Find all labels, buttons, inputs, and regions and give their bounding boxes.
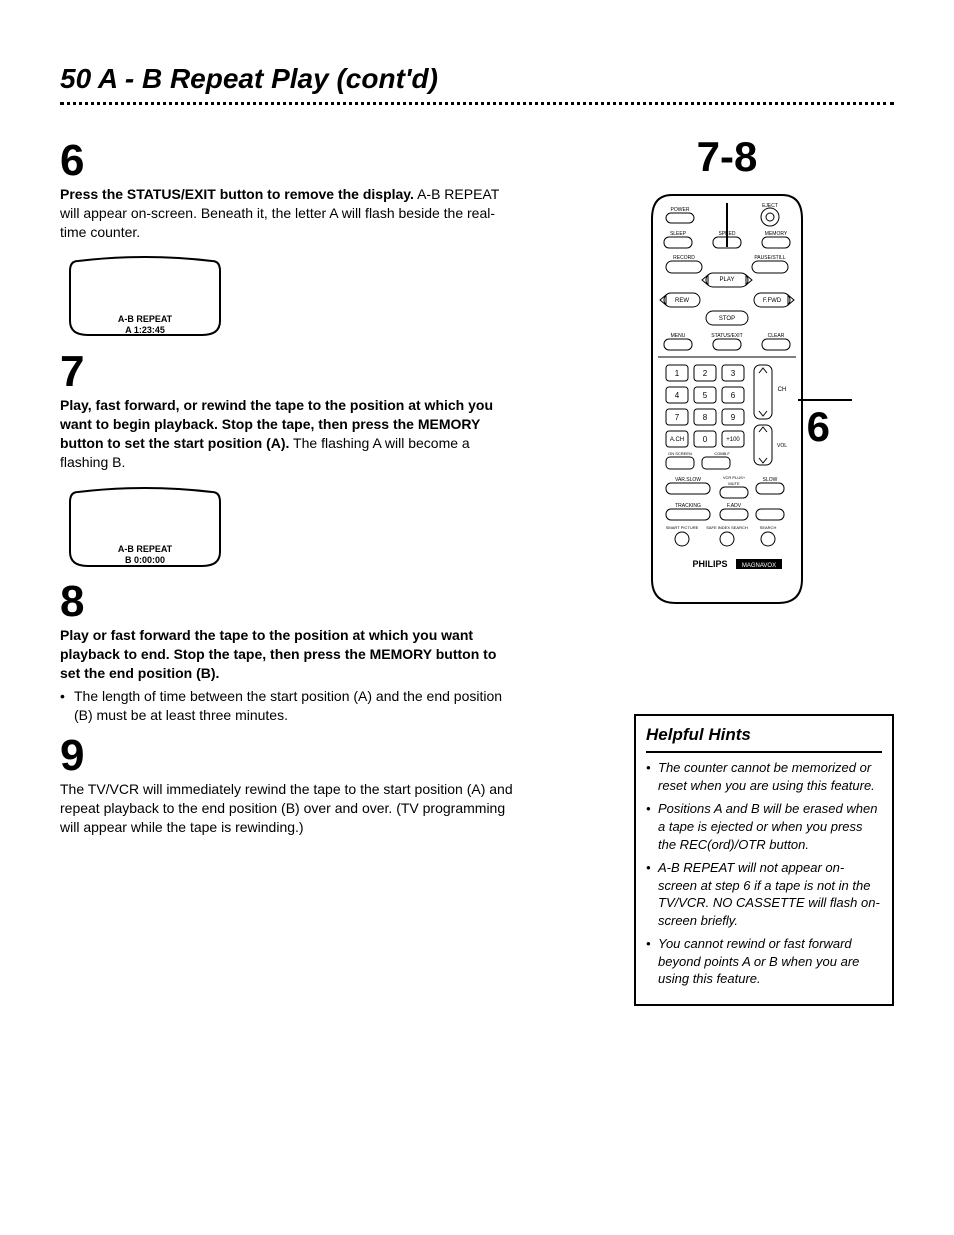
svg-text:F.ADV: F.ADV: [727, 503, 742, 509]
svg-text:0: 0: [703, 435, 708, 444]
label-play: PLAY: [720, 277, 735, 283]
label-record: RECORD: [673, 255, 695, 261]
svg-text:6: 6: [731, 391, 736, 400]
hint-item: A-B REPEAT will not appear on-screen at …: [658, 859, 882, 929]
svg-text:4: 4: [675, 391, 680, 400]
label-clear: CLEAR: [768, 333, 785, 339]
svg-text:A.CH: A.CH: [670, 437, 684, 443]
svg-text:SAFE INDEX SEARCH: SAFE INDEX SEARCH: [706, 525, 748, 530]
label-status: STATUS/EXIT: [711, 333, 742, 339]
step9-body: The TV/VCR will immediately rewind the t…: [60, 780, 520, 837]
tv-screen-7: A-B REPEAT B 0:00:00: [60, 482, 230, 566]
label-vol: VOL: [777, 443, 787, 449]
callout-6: 6: [807, 399, 830, 456]
svg-text:3: 3: [731, 369, 736, 378]
divider-dotted: [60, 102, 894, 105]
hint-item: Positions A and B will be erased when a …: [658, 800, 882, 853]
label-pause: PAUSE/STILL: [754, 255, 786, 261]
sub-brand-label: MAGNAVOX: [742, 563, 776, 569]
step-body-8: Play or fast forward the tape to the pos…: [60, 626, 520, 724]
step-body-7: Play, fast forward, or rewind the tape t…: [60, 396, 520, 472]
remote-wrap: 6 POWER EJECT SLEEP SPEED MEMORY RECORD: [642, 189, 812, 614]
label-stop: STOP: [719, 316, 735, 322]
step-number-8: 8: [60, 580, 520, 624]
step-body-6: Press the STATUS/EXIT button to remove t…: [60, 185, 520, 242]
svg-text:5: 5: [703, 391, 708, 400]
helpful-hints-box: Helpful Hints The counter cannot be memo…: [634, 714, 894, 1006]
label-ffwd: F.FWD: [763, 298, 782, 304]
svg-text:7: 7: [675, 413, 680, 422]
tv-screen-6: A-B REPEAT A 1:23:45: [60, 251, 230, 335]
label-menu: MENU: [671, 333, 686, 339]
svg-text:8: 8: [703, 413, 708, 422]
label-sleep: SLEEP: [670, 231, 687, 237]
hint-item: You cannot rewind or fast forward beyond…: [658, 935, 882, 988]
step-number-9: 9: [60, 734, 520, 778]
svg-text:MUTE: MUTE: [728, 481, 740, 486]
hints-title: Helpful Hints: [646, 724, 882, 753]
label-memory: MEMORY: [765, 231, 788, 237]
label-rew: REW: [675, 298, 689, 304]
svg-text:VCR PLUS+: VCR PLUS+: [723, 475, 746, 480]
svg-text:VAR.SLOW: VAR.SLOW: [675, 477, 701, 483]
brand-label: PHILIPS: [692, 559, 727, 569]
step-number-7: 7: [60, 350, 520, 394]
step-number-6: 6: [60, 139, 520, 183]
left-column: 6 Press the STATUS/EXIT button to remove…: [60, 129, 520, 841]
hint-item: The counter cannot be memorized or reset…: [658, 759, 882, 794]
label-ch: CH: [778, 387, 787, 393]
callout-7-8: 7-8: [697, 129, 758, 186]
leader-line-vertical: [726, 203, 728, 247]
step8-bullet: The length of time between the start pos…: [74, 687, 520, 725]
step8-lead-bold: Play or fast forward the tape to the pos…: [60, 626, 520, 683]
svg-text:1: 1: [675, 369, 680, 378]
label-power: POWER: [671, 207, 690, 213]
content-columns: 6 Press the STATUS/EXIT button to remove…: [60, 129, 894, 1006]
svg-text:SEARCH: SEARCH: [760, 525, 777, 530]
svg-text:9: 9: [731, 413, 736, 422]
svg-text:SLOW: SLOW: [763, 477, 778, 483]
svg-text:+100: +100: [726, 437, 740, 443]
right-column: 7-8 6 POWER EJECT SLEEP SPEED MEMORY: [560, 129, 894, 1006]
remote-illustration: POWER EJECT SLEEP SPEED MEMORY RECORD PA…: [642, 189, 812, 609]
hints-list: The counter cannot be memorized or reset…: [646, 759, 882, 988]
step-body-9: The TV/VCR will immediately rewind the t…: [60, 780, 520, 837]
svg-text:COMB.F: COMB.F: [714, 451, 730, 456]
page-title: 50 A - B Repeat Play (cont'd): [60, 60, 894, 98]
step6-lead-bold: Press the STATUS/EXIT button to remove t…: [60, 186, 414, 202]
svg-text:TRACKING: TRACKING: [675, 503, 701, 509]
svg-text:2: 2: [703, 369, 708, 378]
svg-text:ON SCREEN: ON SCREEN: [668, 451, 692, 456]
svg-text:SMART PICTURE: SMART PICTURE: [666, 525, 699, 530]
